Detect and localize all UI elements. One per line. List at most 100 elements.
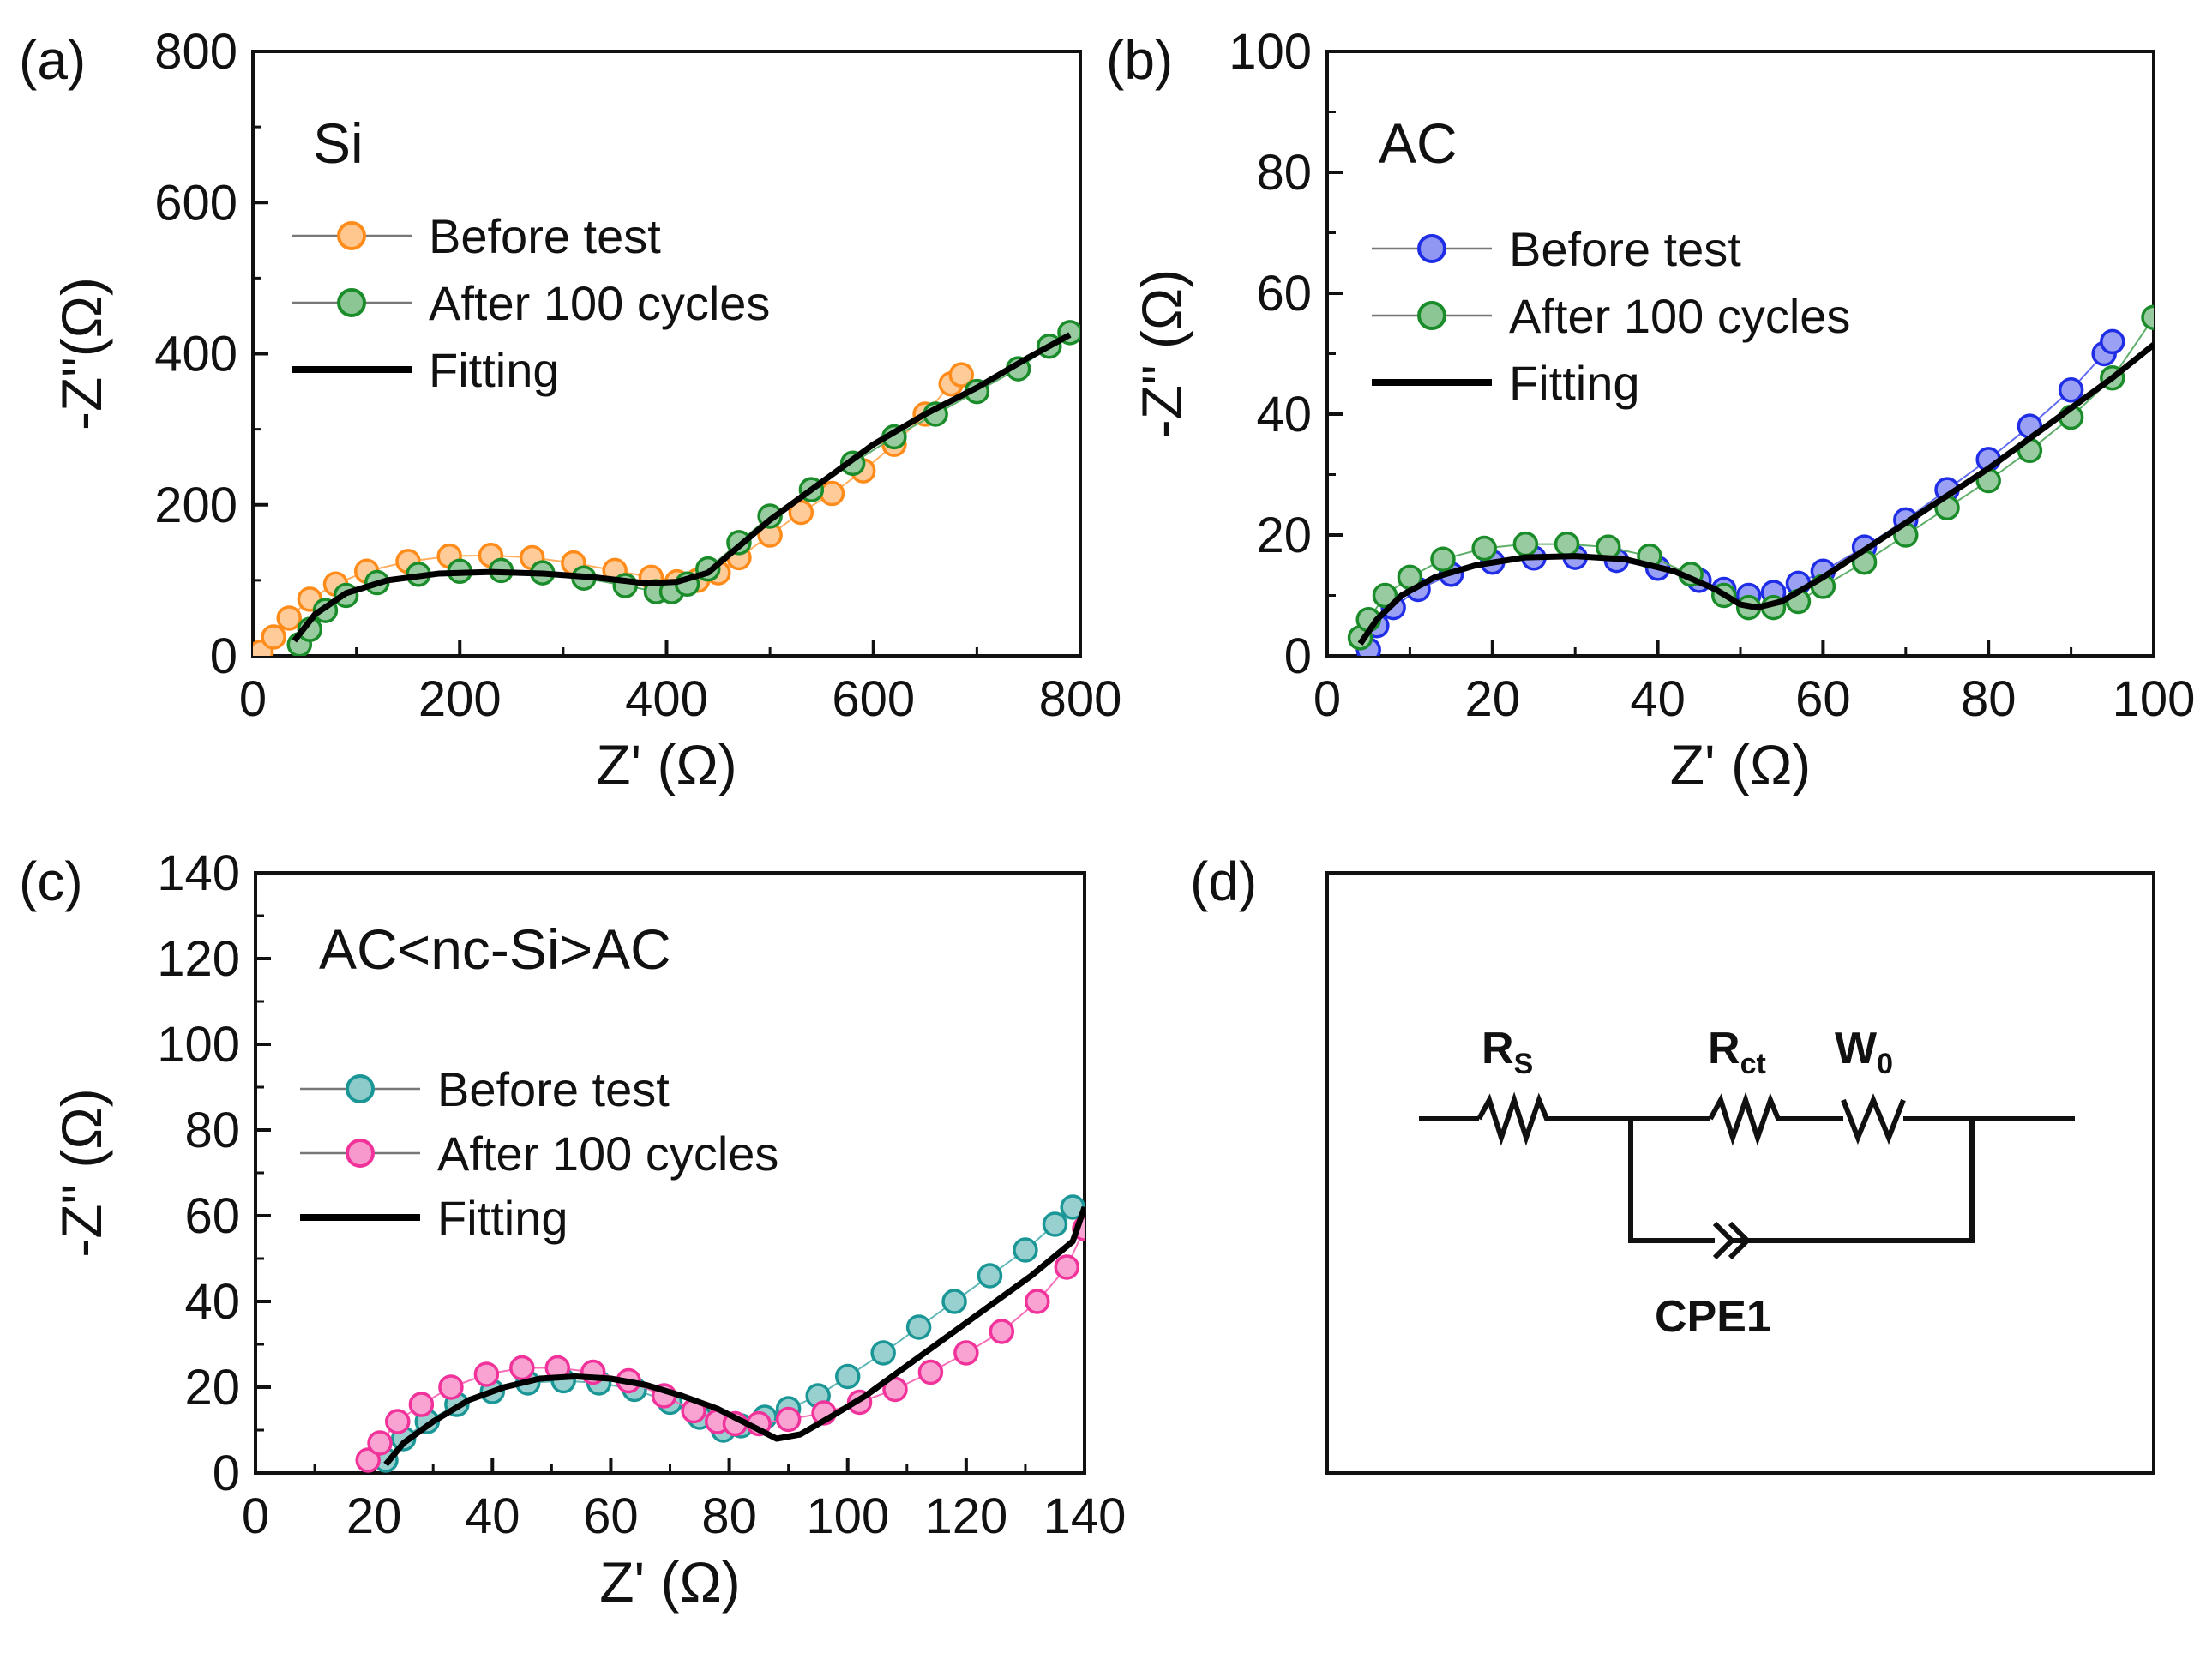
x-tick-label: 0 — [239, 671, 267, 727]
plot-title: Si — [313, 111, 364, 175]
y-tick-label: 0 — [210, 628, 237, 684]
data-point — [2141, 304, 2154, 330]
data-point — [1554, 531, 1580, 557]
legend-label: After 100 cycles — [429, 276, 770, 330]
x-tick-label: 60 — [1795, 671, 1851, 727]
legend-marker — [337, 288, 366, 317]
data-point — [948, 362, 975, 388]
legend-label: Fitting — [1509, 356, 1640, 410]
legend-label: Before test — [429, 209, 661, 263]
legend-marker — [1417, 234, 1446, 263]
panel-c: (c) 0 20 40 60 80 100 120 140 0 20 40 60 80 100 120 140… — [19, 845, 1126, 1614]
x-axis-label: Z' (Ω) — [1670, 733, 1812, 796]
data-point — [1013, 1237, 1038, 1263]
plot-area — [1347, 304, 2154, 656]
data-point — [870, 1340, 896, 1366]
data-point — [261, 624, 286, 650]
y-tick-label: 40 — [184, 1274, 240, 1330]
data-point — [473, 1361, 500, 1387]
y-tick-label: 140 — [157, 845, 240, 901]
plot-area — [253, 320, 1080, 656]
data-point — [775, 1406, 802, 1433]
circuit-wire-parallel — [1628, 1119, 1975, 1243]
y-tick-label: 20 — [184, 1360, 240, 1416]
legend-label: Fitting — [437, 1191, 568, 1245]
data-point — [385, 1409, 411, 1434]
data-point — [1512, 531, 1539, 557]
data-point — [989, 1319, 1015, 1344]
warburg-symbol — [1841, 1093, 1906, 1145]
data-point — [367, 1430, 393, 1456]
y-tick-label: 400 — [154, 327, 237, 382]
resistor-rct-symbol — [1708, 1091, 1785, 1146]
data-point — [1024, 1289, 1050, 1314]
x-tick-label: 60 — [583, 1488, 639, 1544]
x-tick-label: 20 — [1465, 671, 1521, 727]
panel-c-tag: (c) — [19, 851, 83, 912]
data-point — [953, 1340, 979, 1366]
y-tick-label: 80 — [1256, 145, 1312, 201]
y-tick-label: 100 — [1229, 24, 1312, 80]
data-point — [509, 1355, 535, 1381]
x-tick-label: 80 — [1961, 671, 2017, 727]
legend-marker — [346, 1074, 375, 1103]
y-axis-label: -Z"(Ω) — [50, 277, 113, 430]
panel-d-tag: (d) — [1190, 851, 1257, 912]
data-point — [2100, 328, 2125, 355]
x-tick-label: 400 — [625, 671, 708, 727]
y-tick-label: 120 — [157, 931, 240, 987]
plot-area — [355, 1194, 1085, 1473]
x-tick-label: 100 — [806, 1488, 889, 1544]
data-point — [276, 605, 302, 631]
data-point — [1471, 535, 1497, 562]
cpe-symbol-left — [1712, 1221, 1736, 1260]
cpe-symbol-right — [1728, 1221, 1752, 1260]
legend-marker — [1417, 301, 1446, 330]
fitting-line — [1357, 342, 2154, 646]
x-tick-label: 120 — [924, 1488, 1007, 1544]
x-tick-label: 200 — [418, 671, 502, 727]
y-tick-label: 600 — [154, 175, 237, 231]
data-point — [834, 1363, 861, 1390]
data-point — [1054, 1254, 1080, 1280]
data-point — [917, 1359, 944, 1385]
x-tick-label: 20 — [346, 1488, 402, 1544]
data-point — [1042, 1211, 1068, 1237]
cpe-label: CPE1 — [1655, 1292, 1771, 1342]
y-axis-label: -Z" (Ω) — [50, 1088, 113, 1257]
data-point — [977, 1263, 1003, 1289]
x-tick-label: 140 — [1043, 1488, 1127, 1544]
panel-b: (b) 0 20 40 60 80 100 0 20 40 60 80 100 Z' (Ω) -Z" (Ω… — [1106, 24, 2195, 796]
legend-label: After 100 cycles — [437, 1127, 778, 1181]
fitting-line — [292, 332, 1072, 643]
y-tick-label: 60 — [184, 1188, 240, 1244]
data-point — [882, 1376, 908, 1403]
data-point — [408, 1392, 435, 1417]
x-tick-label: 600 — [832, 671, 915, 727]
data-point — [905, 1314, 932, 1340]
x-tick-label: 40 — [1630, 671, 1686, 727]
y-tick-label: 0 — [213, 1446, 240, 1501]
y-tick-label: 200 — [154, 478, 237, 533]
y-tick-label: 40 — [1256, 387, 1312, 442]
panel-d-circuit: (d) RS Rct W0 CPE1 — [1190, 851, 2155, 1475]
series-line-before-test — [260, 374, 962, 653]
y-tick-label: 800 — [154, 24, 237, 80]
x-tick-label: 40 — [465, 1488, 520, 1544]
legend-marker — [346, 1139, 375, 1168]
legend-label: Before test — [1509, 222, 1741, 276]
x-axis-label: Z' (Ω) — [599, 1550, 741, 1614]
x-tick-label: 80 — [701, 1488, 757, 1544]
data-point — [788, 499, 814, 526]
legend-label: After 100 cycles — [1509, 289, 1850, 343]
data-point — [1430, 546, 1456, 572]
data-point — [2058, 377, 2084, 403]
x-tick-label: 100 — [2113, 671, 2196, 727]
data-point — [941, 1289, 967, 1314]
rs-label: RS — [1482, 1024, 1533, 1080]
y-tick-label: 60 — [1256, 266, 1312, 322]
y-axis-label: -Z" (Ω) — [1130, 269, 1193, 438]
panel-a-tag: (a) — [19, 29, 86, 91]
panel-b-tag: (b) — [1106, 29, 1173, 91]
